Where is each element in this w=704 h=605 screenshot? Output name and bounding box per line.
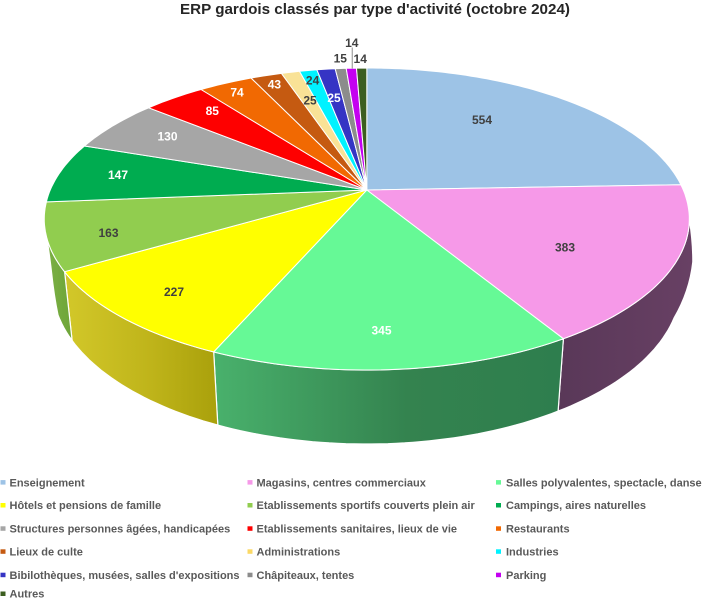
- svg-text:163: 163: [98, 226, 118, 240]
- svg-text:130: 130: [157, 129, 177, 143]
- svg-text:85: 85: [206, 104, 220, 118]
- svg-text:15: 15: [334, 51, 348, 65]
- svg-text:Enseignement: Enseignement: [10, 477, 86, 489]
- svg-text:14: 14: [345, 36, 359, 50]
- svg-text:Etablissements sportifs couver: Etablissements sportifs couverts plein a…: [257, 500, 476, 512]
- svg-text:14: 14: [354, 52, 368, 66]
- svg-text:74: 74: [230, 85, 244, 99]
- svg-text:Industries: Industries: [506, 547, 559, 559]
- svg-text:Salles polyvalentes, spectacle: Salles polyvalentes, spectacle, danse: [506, 477, 702, 489]
- svg-text:Restaurants: Restaurants: [506, 524, 570, 536]
- svg-text:43: 43: [268, 77, 282, 91]
- svg-text:Lieux de culte: Lieux de culte: [10, 547, 83, 559]
- svg-text:Parking: Parking: [506, 570, 546, 582]
- svg-text:Autres: Autres: [10, 589, 45, 600]
- svg-text:147: 147: [108, 168, 128, 182]
- svg-text:Magasins, centres commerciaux: Magasins, centres commerciaux: [257, 477, 427, 489]
- svg-text:Châpiteaux, tentes: Châpiteaux, tentes: [257, 570, 355, 582]
- svg-text:24: 24: [306, 73, 320, 87]
- svg-text:ERP gardois classés par type d: ERP gardois classés par type d'activité …: [180, 1, 570, 18]
- svg-text:Etablissements sanitaires, lie: Etablissements sanitaires, lieux de vie: [257, 524, 458, 536]
- svg-text:227: 227: [164, 285, 184, 299]
- svg-text:Campings, aires naturelles: Campings, aires naturelles: [506, 500, 646, 512]
- svg-text:345: 345: [371, 323, 391, 337]
- svg-text:Hôtels et pensions de famille: Hôtels et pensions de famille: [10, 500, 162, 512]
- svg-text:25: 25: [327, 91, 341, 105]
- svg-text:554: 554: [472, 113, 492, 127]
- svg-text:383: 383: [555, 240, 575, 254]
- svg-text:Structures personnes âgées, ha: Structures personnes âgées, handicapées: [10, 524, 231, 536]
- svg-text:Bibilothèques, musées, salles: Bibilothèques, musées, salles d'expositi…: [10, 570, 240, 582]
- svg-text:Administrations: Administrations: [257, 547, 341, 559]
- svg-text:25: 25: [303, 93, 317, 107]
